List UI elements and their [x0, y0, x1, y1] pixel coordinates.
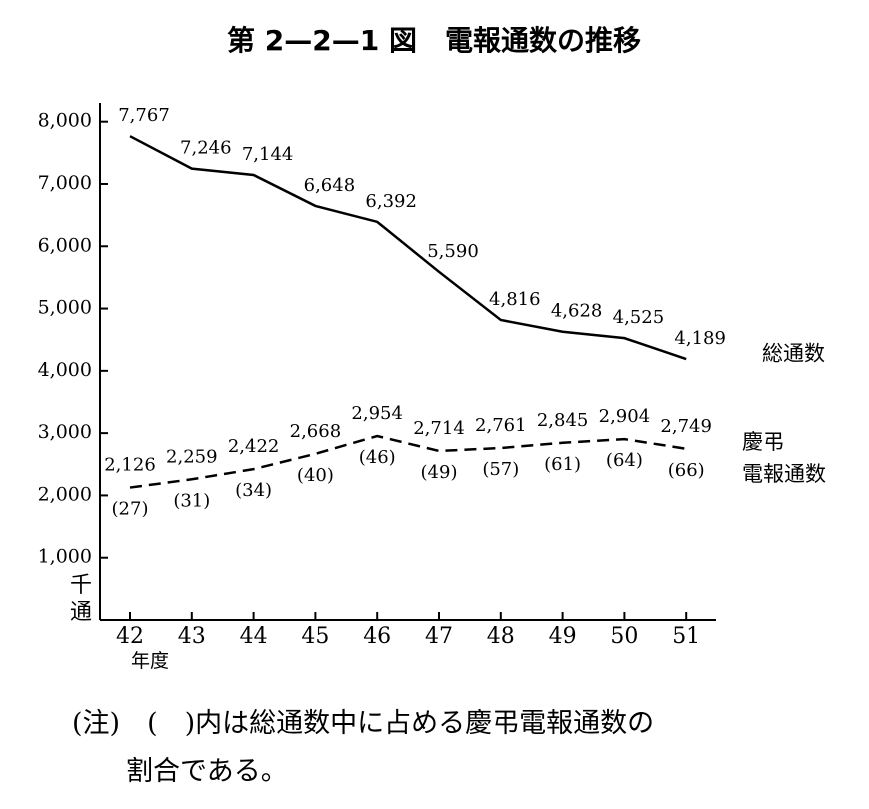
x-tick-label: 42: [116, 624, 144, 649]
y-tick-label: 3,000: [38, 421, 92, 443]
data-label: 2,845: [537, 410, 589, 431]
data-label: 6,392: [365, 191, 417, 212]
x-tick-label: 51: [672, 624, 700, 649]
data-label: 2,126: [104, 455, 156, 476]
legend-label: 総通数: [762, 342, 825, 366]
data-label: 2,259: [166, 446, 218, 467]
data-label: 2,714: [413, 418, 465, 439]
share-label: (61): [544, 454, 581, 475]
data-label: 2,749: [660, 416, 712, 437]
x-tick-label: 48: [487, 624, 515, 649]
share-label: (31): [173, 490, 210, 511]
x-tick-label: 47: [425, 624, 453, 649]
x-tick-label: 49: [549, 624, 577, 649]
y-tick-label: 8,000: [38, 110, 92, 132]
line: [129, 135, 687, 361]
x-tick-label: 43: [178, 624, 206, 649]
data-label: 2,904: [599, 406, 651, 427]
y-tick-label: 7,000: [38, 172, 92, 194]
x-tick-label: 46: [363, 624, 391, 649]
x-axis-label: 年度: [131, 650, 169, 672]
x-tick-label: 44: [240, 624, 268, 649]
y-tick-label: 6,000: [38, 234, 92, 256]
data-label: 4,628: [551, 301, 603, 322]
share-label: (40): [297, 465, 334, 486]
data-label: 7,246: [180, 138, 232, 159]
data-label: 2,668: [290, 421, 342, 442]
share-label: (64): [606, 450, 643, 471]
data-label: 7,144: [242, 144, 294, 165]
y-tick-label: 4,000: [38, 359, 92, 381]
x-tick-label: 50: [610, 624, 638, 649]
y-axis-label: 千通: [70, 573, 93, 625]
share-label: (27): [112, 499, 149, 520]
data-label: 4,816: [489, 289, 541, 310]
data-label: 2,761: [475, 415, 527, 436]
share-label: (49): [421, 462, 458, 483]
data-label: 2,422: [228, 436, 280, 457]
note: (注) ( )内は総通数中に占める慶弔電報通数の 割合である。: [72, 708, 655, 787]
y-tick-label: 5,000: [38, 297, 92, 319]
data-label: 5,590: [427, 241, 479, 262]
share-label: (57): [482, 459, 519, 480]
data-label: 7,767: [118, 105, 170, 126]
x-tick-label: 45: [301, 624, 329, 649]
data-label: 2,954: [351, 403, 403, 424]
y-tick-label: 2,000: [38, 483, 92, 505]
share-label: (66): [668, 460, 705, 481]
data-label: 4,525: [613, 307, 665, 328]
y-tick-label: 1,000: [38, 546, 92, 568]
data-label: 4,189: [674, 328, 726, 349]
data-label: 6,648: [304, 175, 356, 196]
chart-title: 第 2—2—1 図 電報通数の推移: [227, 24, 641, 57]
legend-label: 慶弔 電報通数: [742, 430, 826, 486]
share-label: (46): [359, 447, 396, 468]
share-label: (34): [235, 480, 272, 501]
